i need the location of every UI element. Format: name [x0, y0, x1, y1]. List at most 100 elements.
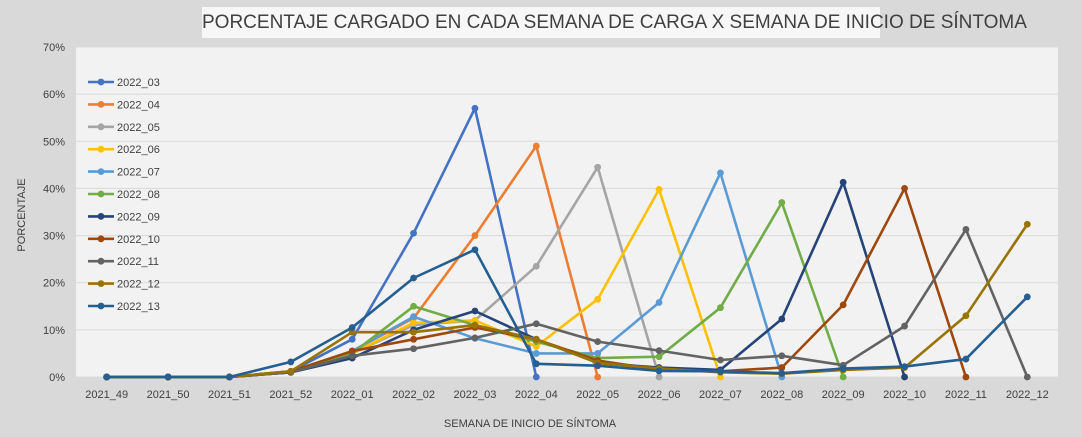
legend-item: 2022_07 — [88, 167, 160, 179]
x-tick-label: 2022_03 — [454, 389, 497, 401]
data-point — [348, 347, 356, 355]
data-point — [532, 373, 540, 381]
legend-marker — [97, 145, 105, 153]
data-point — [839, 373, 847, 381]
x-tick-label: 2022_11 — [945, 389, 987, 401]
y-tick-label: 0% — [49, 372, 65, 384]
data-point — [655, 185, 663, 193]
data-point — [655, 353, 663, 361]
data-point — [901, 185, 908, 192]
data-point — [471, 317, 479, 324]
y-tick-label: 40% — [43, 183, 65, 195]
x-tick-label: 2022_05 — [576, 389, 619, 401]
data-point — [532, 342, 540, 350]
data-point — [655, 367, 663, 375]
data-point — [1023, 220, 1031, 228]
plot-area — [76, 47, 1058, 377]
legend-label: 2022_12 — [117, 279, 160, 291]
data-point — [410, 229, 417, 237]
data-point — [103, 373, 111, 381]
data-point — [901, 322, 908, 330]
legend-marker — [97, 235, 105, 243]
data-point — [962, 226, 970, 233]
data-point — [532, 350, 540, 357]
x-tick-label: 2022_12 — [1006, 389, 1049, 401]
data-point — [778, 199, 786, 206]
legend-label: 2022_10 — [117, 234, 160, 246]
legend-label: 2022_08 — [117, 189, 160, 201]
data-point — [532, 262, 540, 270]
data-point — [348, 324, 356, 331]
data-point — [410, 313, 417, 321]
data-point — [410, 302, 417, 310]
x-tick-label: 2022_02 — [392, 389, 435, 401]
x-tick-label: 2021_51 — [208, 389, 251, 401]
data-point — [471, 334, 479, 342]
x-tick-label: 2022_10 — [883, 389, 926, 401]
legend-item: 2022_12 — [88, 279, 160, 291]
data-point — [962, 373, 970, 381]
series-lines — [103, 104, 1031, 381]
legend: 2022_03 2022_04 2022_05 2022_06 2022_07 2022_… — [88, 77, 160, 313]
x-axis-label: SEMANA DE INICIO DE SÍNTOMA — [444, 417, 617, 430]
data-point — [778, 352, 786, 360]
data-point — [594, 362, 602, 370]
legend-label: 2022_07 — [117, 167, 160, 179]
data-point — [471, 232, 479, 239]
data-point — [655, 373, 663, 381]
y-axis-label: PORCENTAJE — [16, 178, 28, 251]
data-point — [655, 347, 663, 354]
data-point — [778, 369, 786, 377]
data-point — [471, 321, 479, 329]
data-point — [594, 350, 602, 357]
series-2022_13 — [103, 246, 1031, 381]
data-point — [717, 356, 724, 364]
legend-marker — [97, 280, 105, 287]
data-point — [1023, 293, 1031, 301]
legend-label: 2022_03 — [117, 77, 160, 89]
data-point — [717, 373, 724, 381]
legend-marker — [97, 190, 105, 198]
series-line — [106, 248, 1029, 379]
x-tick-label: 2021_50 — [147, 389, 190, 401]
data-point — [410, 319, 417, 327]
x-tick-label: 2021_52 — [269, 389, 312, 401]
data-point — [471, 246, 479, 254]
x-tick-label: 2022_01 — [331, 389, 374, 401]
data-point — [901, 363, 908, 371]
legend-item: 2022_13 — [88, 301, 160, 313]
x-tick-label: 2022_07 — [699, 389, 742, 401]
x-tick-label: 2021_49 — [85, 389, 128, 401]
legend-marker — [97, 213, 105, 220]
y-tick-label: 50% — [43, 136, 65, 148]
legend-item: 2022_11 — [88, 256, 159, 268]
data-point — [226, 373, 233, 381]
x-axis-ticks: 2021_49 2021_50 2021_51 2021_52 2022_01 2022_… — [85, 389, 1048, 401]
data-point — [348, 335, 356, 343]
data-point — [594, 338, 602, 346]
data-point — [1023, 373, 1031, 381]
legend-label: 2022_04 — [117, 99, 160, 111]
y-tick-label: 30% — [43, 231, 65, 243]
data-point — [164, 373, 172, 381]
data-point — [348, 328, 356, 336]
data-point — [348, 352, 356, 360]
data-point — [839, 365, 847, 372]
legend-marker — [97, 257, 105, 265]
data-point — [532, 142, 540, 150]
x-tick-label: 2022_06 — [638, 389, 681, 401]
data-point — [287, 367, 295, 375]
data-point — [655, 299, 663, 306]
data-point — [410, 335, 417, 343]
legend-marker — [97, 168, 105, 176]
data-point — [410, 274, 417, 282]
data-point — [532, 360, 540, 368]
data-point — [594, 295, 602, 303]
y-tick-label: 20% — [43, 278, 65, 290]
y-tick-label: 60% — [43, 89, 65, 101]
gridlines — [76, 46, 1058, 378]
legend-marker — [97, 302, 105, 310]
legend-item: 2022_09 — [88, 211, 160, 223]
data-point — [594, 373, 602, 381]
